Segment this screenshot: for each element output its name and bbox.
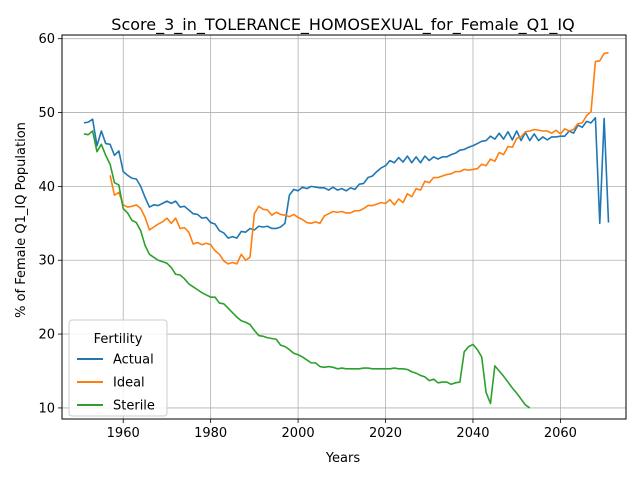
- legend-items: Actual Ideal Sterile: [77, 353, 155, 414]
- x-tick-label: 1960: [107, 426, 140, 441]
- y-tick-label: 40: [38, 180, 55, 195]
- y-axis-label: % of Female Q1_IQ Population: [14, 122, 29, 318]
- x-axis-label: Years: [325, 451, 361, 466]
- x-axis: 1960 1980 2000 2020 2040 2060: [107, 419, 577, 441]
- y-tick-label: 20: [38, 328, 55, 343]
- series-line-actual: [83, 116, 610, 239]
- plot-frame: [61, 34, 627, 420]
- legend-box: [68, 319, 168, 417]
- legend-label-sterile: Sterile: [113, 399, 155, 414]
- series-layer: [83, 51, 610, 409]
- y-axis: 10 20 30 40 50 60: [38, 32, 62, 416]
- series-line-ideal: [109, 51, 609, 265]
- x-tick-label: 1980: [194, 426, 227, 441]
- y-tick-label: 60: [38, 32, 55, 47]
- y-tick-label: 10: [38, 401, 55, 416]
- y-tick-label: 30: [38, 254, 55, 269]
- legend: Fertility Actual Ideal Sterile: [68, 319, 168, 417]
- y-tick-label: 50: [38, 106, 55, 121]
- chart-title: Score_3_in_TOLERANCE_HOMOSEXUAL_for_Fema…: [111, 15, 574, 35]
- legend-label-ideal: Ideal: [113, 376, 145, 391]
- x-tick-label: 2040: [456, 426, 489, 441]
- legend-title: Fertility: [94, 332, 143, 347]
- series-line-sterile: [83, 130, 531, 409]
- x-tick-label: 2020: [369, 426, 402, 441]
- x-tick-label: 2000: [282, 426, 315, 441]
- legend-label-actual: Actual: [113, 353, 154, 368]
- x-tick-label: 2060: [544, 426, 577, 441]
